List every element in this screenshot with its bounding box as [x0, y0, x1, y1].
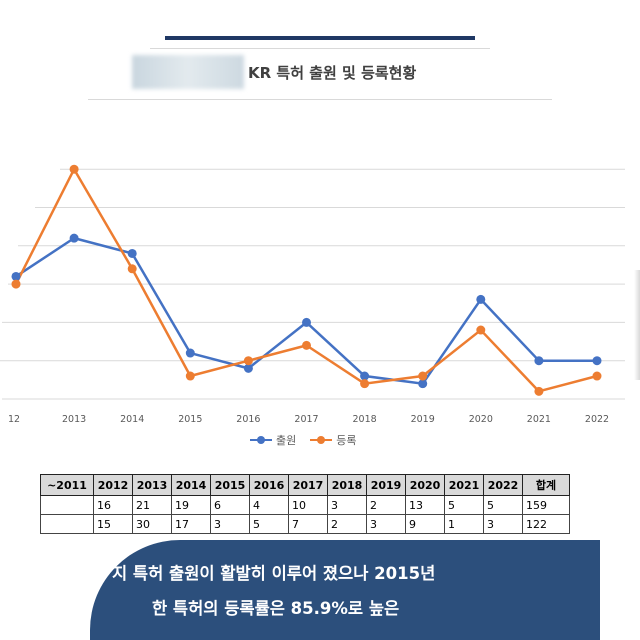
table-cell: 2: [366, 495, 406, 515]
table-header: 합계: [522, 474, 570, 496]
data-point-1-7: [418, 371, 428, 381]
table-header: ~2011: [40, 474, 94, 496]
data-point-1-5: [302, 340, 311, 350]
top-accent-bar: [165, 36, 475, 40]
data-point-1-1: [69, 164, 79, 174]
x-tick-label: 2019: [411, 414, 435, 425]
table-cell: 122: [522, 514, 570, 534]
data-point-1-8: [476, 325, 486, 335]
table-cell: 159: [522, 495, 570, 515]
x-tick-label: 12: [8, 414, 20, 425]
table-cell: 21: [132, 495, 172, 515]
table-header: 2017: [288, 474, 328, 496]
table-cell: 5: [444, 495, 484, 515]
table-cell: 3: [210, 514, 250, 534]
table-cell: 9: [405, 514, 445, 534]
legend-swatch-apply: [250, 436, 272, 444]
table-cell: 7: [288, 514, 328, 534]
data-point-0-9: [534, 356, 544, 366]
data-point-1-6: [360, 379, 370, 389]
table-cell: [40, 514, 94, 534]
table-header: 2016: [249, 474, 289, 496]
table-header: 2018: [327, 474, 367, 496]
data-point-0-6: [360, 371, 370, 381]
title-rule-top: [150, 48, 490, 49]
table-header: 2014: [171, 474, 211, 496]
table-cell: 6: [210, 495, 250, 515]
data-point-0-3: [185, 348, 195, 358]
data-point-1-9: [534, 386, 544, 396]
table-cell: 17: [171, 514, 211, 534]
table-cell: 1: [444, 514, 484, 534]
table-cell: 3: [483, 514, 523, 534]
line-chart: 12 2013 2014 2015 2016 2017 2018 2019 2020 2021 20…: [0, 164, 625, 425]
table-header: 2013: [132, 474, 172, 496]
data-point-0-7: [418, 379, 428, 389]
table-header-row: ~2011 2012 2013 2014 2015 2016 2017 2018…: [40, 474, 570, 496]
chart-title: KR 특허 출원 및 등록현황: [248, 64, 417, 82]
data-point-1-3: [185, 371, 195, 381]
table-cell: [40, 495, 94, 515]
x-tick-label: 2022: [585, 414, 609, 425]
legend-swatch-register: [310, 436, 333, 444]
x-tick-label: 2017: [294, 414, 318, 425]
table-header: 2019: [366, 474, 406, 496]
table-header: 2022: [483, 474, 523, 496]
data-point-0-0: [11, 271, 21, 281]
table-cell: 10: [288, 495, 328, 515]
x-tick-label: 2021: [527, 414, 551, 425]
x-tick-label: 2013: [62, 414, 86, 425]
banner-text-line-2: 한 특허의 등록률은 85.9%로 높은: [152, 599, 400, 618]
title-rule-bottom: [88, 99, 552, 100]
table-cell: 5: [483, 495, 523, 515]
table-cell: 19: [171, 495, 211, 515]
table-cell: 13: [405, 495, 445, 515]
table-row: 15 30 17 3 5 7 2 3 9 1 3 122: [40, 514, 570, 534]
data-point-0-4: [243, 363, 253, 373]
table-row: 16 21 19 6 4 10 3 2 13 5 5 159: [40, 495, 570, 515]
table-cell: 5: [249, 514, 289, 534]
data-point-0-10: [592, 356, 602, 366]
table-cell: 30: [132, 514, 172, 534]
table-header: 2021: [444, 474, 484, 496]
table-cell: 3: [366, 514, 406, 534]
x-tick-label: 2018: [353, 414, 377, 425]
legend-item-apply: 출원: [250, 432, 296, 448]
data-point-0-8: [476, 294, 486, 304]
table-header: 2012: [93, 474, 133, 496]
data-point-1-2: [127, 264, 137, 274]
table-header: 2020: [405, 474, 445, 496]
summary-banner: 지 특허 출원이 활발히 이루어 졌으나 2015년 한 특허의 등록률은 85…: [90, 540, 600, 640]
data-point-0-2: [127, 248, 137, 258]
blurred-title-prefix: [132, 55, 244, 89]
data-point-1-4: [243, 356, 253, 366]
table-header: 2015: [210, 474, 250, 496]
x-tick-label: 2020: [469, 414, 493, 425]
x-tick-label: 2015: [178, 414, 202, 425]
table-cell: 2: [327, 514, 367, 534]
table-cell: 4: [249, 495, 289, 515]
data-table: ~2011 2012 2013 2014 2015 2016 2017 2018…: [40, 474, 570, 534]
series-line-1: [14, 167, 598, 393]
table-cell: 3: [327, 495, 367, 515]
legend-label-apply: 출원: [276, 434, 297, 447]
data-point-0-5: [302, 317, 311, 327]
chart-legend: 출원 등록: [250, 432, 357, 448]
table-cell: 16: [93, 495, 133, 515]
table-cell: 15: [93, 514, 133, 534]
banner-text-line-1: 지 특허 출원이 활발히 이루어 졌으나 2015년: [112, 564, 436, 583]
x-tick-label: 2014: [120, 414, 144, 425]
legend-label-register: 등록: [336, 434, 357, 447]
x-tick-label: 2016: [236, 414, 260, 425]
data-point-1-10: [592, 371, 602, 381]
edge-shadow: [634, 270, 640, 380]
legend-item-register: 등록: [310, 432, 357, 448]
data-point-0-1: [69, 233, 79, 243]
data-point-1-0: [11, 279, 21, 289]
